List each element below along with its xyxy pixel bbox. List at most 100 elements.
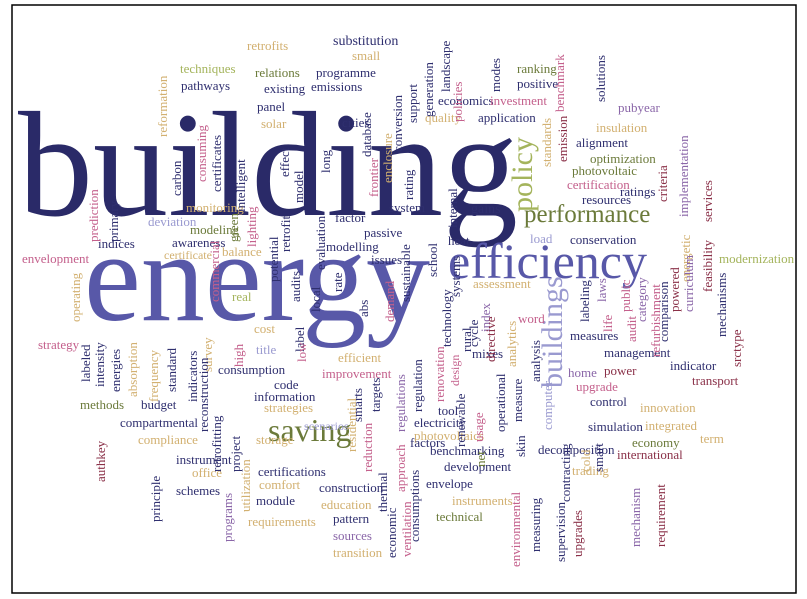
word: school — [425, 243, 440, 277]
word: modernization — [719, 251, 795, 266]
word: potential — [266, 236, 281, 282]
word: methods — [80, 397, 124, 412]
word: panel — [257, 99, 286, 114]
word: information — [254, 389, 316, 404]
word: system — [389, 200, 425, 215]
word: labeling — [577, 280, 592, 322]
word: directive — [483, 316, 498, 362]
word: instruments — [452, 493, 513, 508]
word: retrofits — [247, 38, 288, 53]
word: generation — [421, 62, 436, 117]
word: smart — [591, 443, 606, 472]
word: local — [308, 286, 323, 312]
word: effect — [277, 147, 292, 177]
word: optimization — [590, 151, 656, 166]
word: envelope — [426, 476, 473, 491]
word: energetic — [678, 234, 693, 282]
word: pathways — [181, 78, 230, 93]
word: services — [700, 180, 715, 222]
word: existing — [264, 81, 306, 96]
word: benchmark — [552, 54, 567, 112]
word: long — [318, 149, 333, 173]
word: insulation — [596, 120, 648, 135]
word: thermal — [375, 472, 390, 512]
word: benchmarking — [430, 443, 505, 458]
word: modes — [488, 58, 503, 92]
word: monitoring — [186, 200, 244, 215]
word: index — [478, 303, 493, 332]
word: comparison — [656, 281, 671, 342]
word: audit — [624, 316, 639, 342]
word: efficiency — [448, 233, 647, 289]
word: smarts — [350, 388, 365, 422]
word: deviation — [148, 214, 197, 229]
word: targets — [368, 378, 383, 412]
word: reduction — [360, 422, 375, 472]
word: energy — [84, 206, 430, 348]
word: policies — [450, 82, 465, 122]
word: refurbishment — [648, 284, 663, 357]
word: certificates — [209, 135, 224, 192]
word: operating — [68, 272, 83, 322]
word: word — [518, 311, 545, 326]
word: certificate — [164, 248, 212, 262]
word: efficient — [338, 350, 381, 365]
word: heat — [448, 233, 470, 248]
word: labeled — [78, 344, 93, 382]
word: cold — [578, 449, 593, 472]
word: economics — [438, 93, 494, 108]
word: requirement — [653, 484, 668, 547]
word: compliance — [138, 432, 198, 447]
word: economic — [384, 507, 399, 558]
word: contracting — [558, 443, 573, 502]
word: upgrades — [570, 510, 585, 557]
word: programme — [316, 65, 376, 80]
word: buildings — [536, 276, 569, 388]
word: regulations — [393, 374, 408, 432]
word: awareness — [172, 235, 225, 250]
word: instrument — [176, 452, 232, 467]
word: usage — [471, 412, 486, 442]
word: application — [478, 110, 536, 125]
word: measuring — [528, 497, 543, 552]
word: budget — [141, 397, 177, 412]
word: emissions — [311, 79, 362, 94]
frame — [11, 4, 797, 594]
word: analysis — [528, 340, 543, 382]
word: issues — [371, 252, 402, 267]
word: simulation — [588, 419, 643, 434]
word: innovation — [640, 400, 696, 415]
word: schemes — [176, 483, 220, 498]
word: tool — [438, 403, 459, 418]
word: management — [604, 345, 671, 360]
word: policy — [506, 137, 539, 212]
word: intelligent — [233, 159, 248, 212]
word: implementation — [676, 135, 691, 217]
word: feasibility — [700, 240, 715, 292]
word: international — [617, 447, 683, 462]
word: transition — [333, 545, 383, 560]
word: comfort — [259, 477, 301, 492]
word: measure — [510, 378, 525, 422]
word: database — [359, 112, 374, 157]
word: requirements — [248, 514, 316, 529]
word: utilization — [238, 459, 253, 512]
word: certifications — [258, 464, 326, 479]
word: sustainable — [398, 244, 413, 302]
word: integrated — [645, 418, 697, 433]
word: residential — [344, 397, 359, 452]
word: compartmental — [120, 415, 198, 430]
word: performance — [524, 201, 650, 228]
word: technology — [439, 289, 454, 347]
word: construction — [319, 480, 384, 495]
word: curriculum — [681, 255, 696, 312]
word: ratings — [620, 184, 655, 199]
word: upgrade — [576, 379, 618, 394]
word: sources — [333, 528, 372, 543]
word: pattern — [333, 511, 370, 526]
word: public — [618, 279, 633, 312]
word: demand — [382, 280, 397, 322]
word: relations — [255, 65, 300, 80]
